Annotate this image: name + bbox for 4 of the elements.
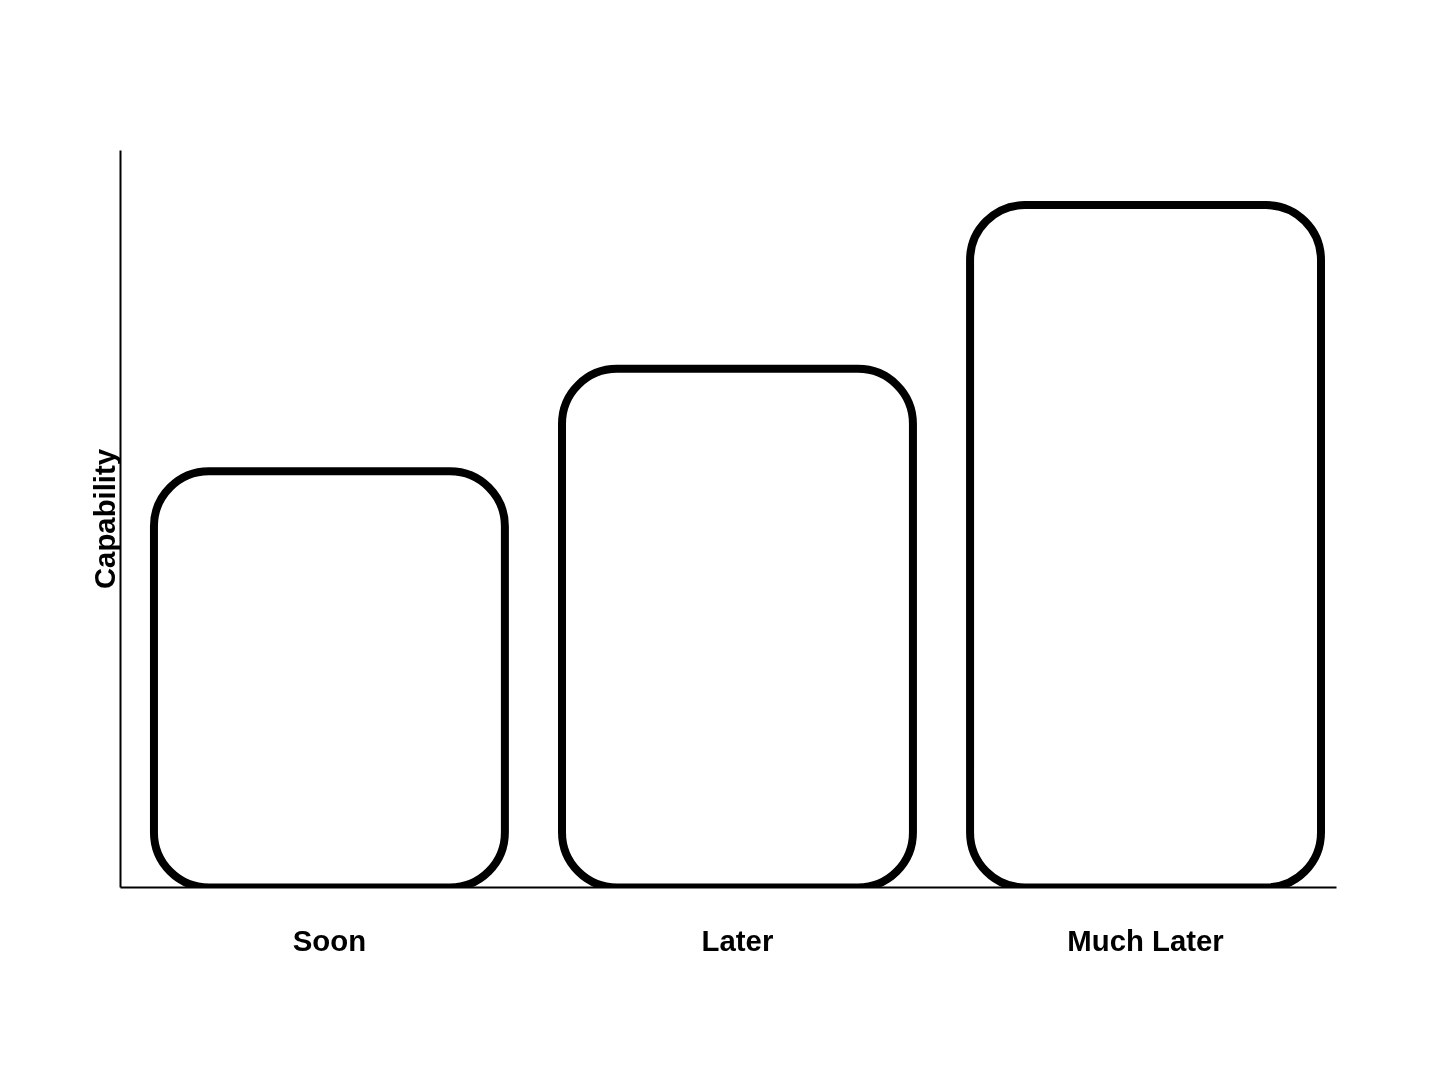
x-tick-label: Later <box>701 923 774 957</box>
x-tick-label: Much Later <box>1067 923 1224 957</box>
y-axis-title: Capability <box>87 448 121 590</box>
x-tick-label: Soon <box>292 923 367 957</box>
